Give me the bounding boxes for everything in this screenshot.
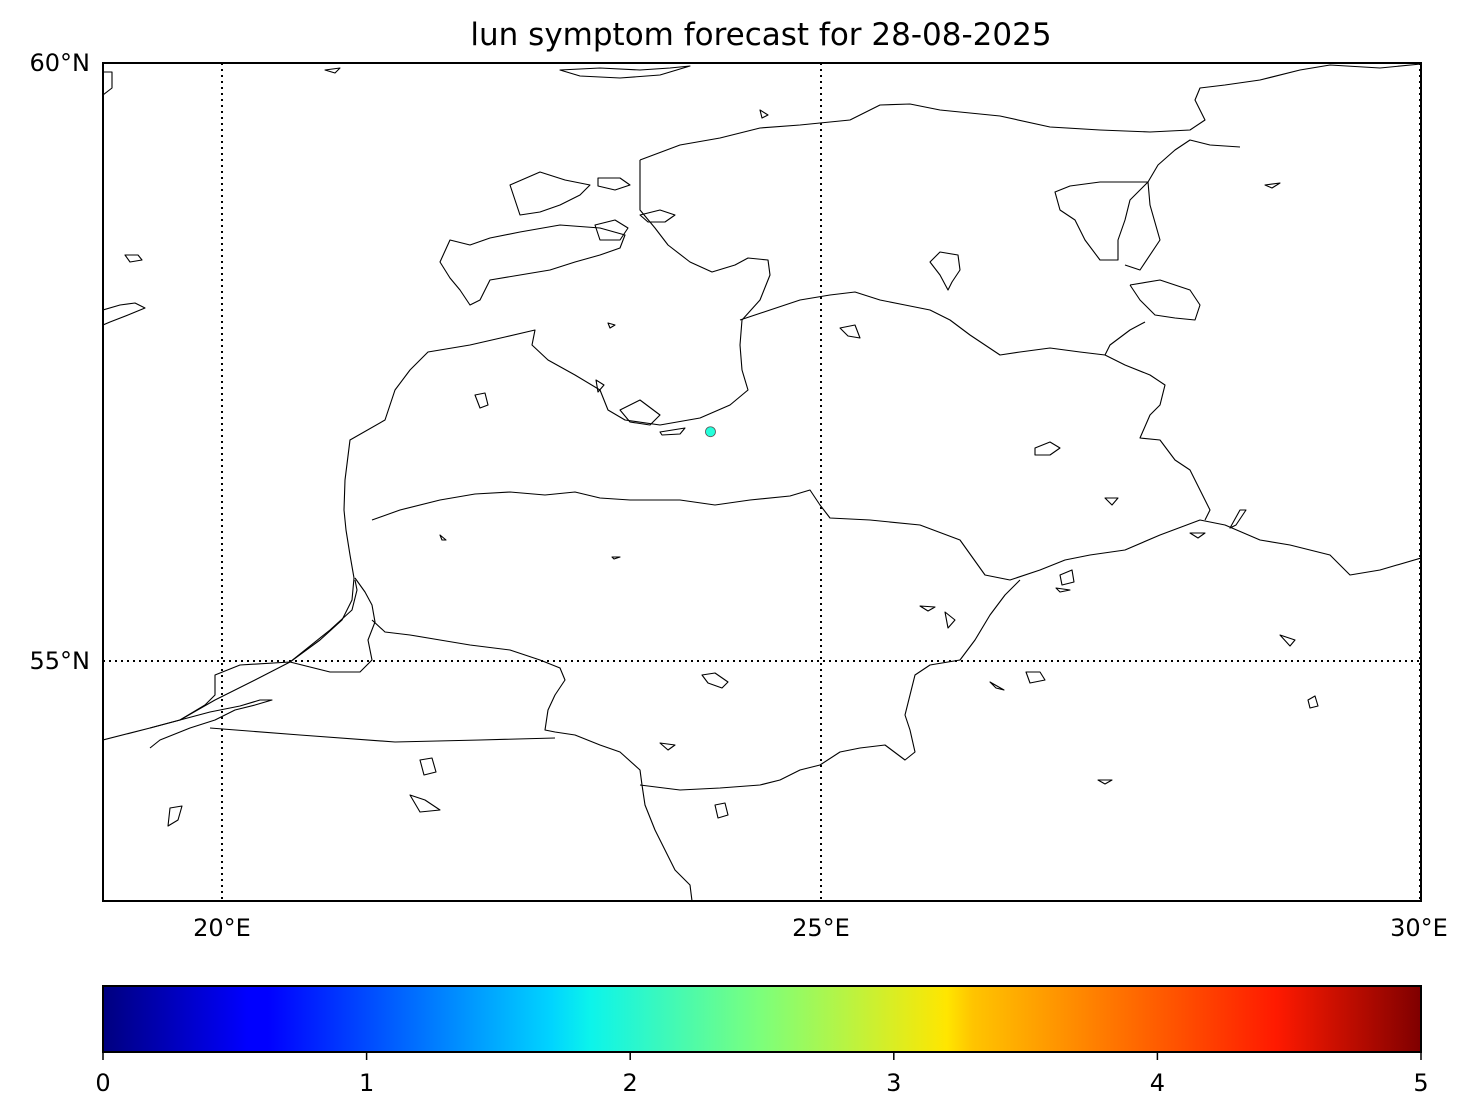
lon-label-20: 20°E [193,914,251,942]
map-title: lun symptom forecast for 28-08-2025 [470,17,1051,53]
map-frame [102,62,1422,902]
colorbar-label-1: 1 [359,1069,374,1097]
data-point [705,426,716,438]
colorbar-label-2: 2 [623,1069,638,1097]
lat-label-55: 55°N [30,647,91,675]
lon-label-25: 25°E [792,914,850,942]
colorbar-label-0: 0 [95,1069,110,1097]
colorbar [102,985,1422,1053]
data-points [705,426,716,438]
coastlines [103,63,1421,901]
map-area [103,63,1421,901]
colorbar-label-4: 4 [1150,1069,1165,1097]
colorbar-ticks [102,1052,1422,1060]
lon-label-30: 30°E [1390,914,1448,942]
colorbar-label-5: 5 [1413,1069,1428,1097]
colorbar-label-3: 3 [886,1069,901,1097]
lat-label-60: 60°N [30,49,91,77]
